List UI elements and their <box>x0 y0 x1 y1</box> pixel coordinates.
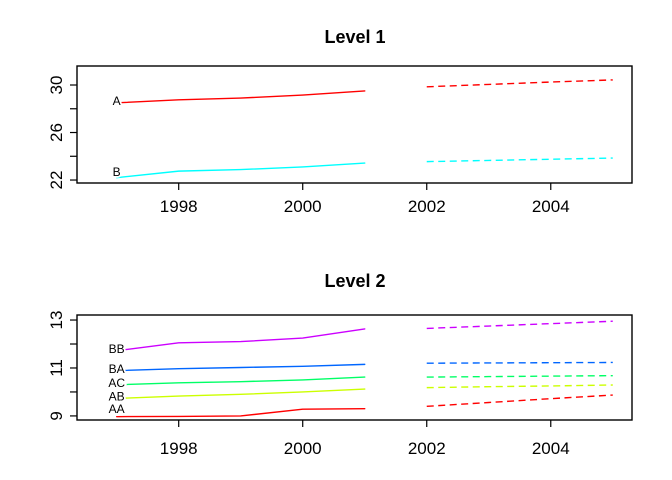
series-label-B: B <box>113 165 121 179</box>
series-line-A-historical <box>115 90 366 104</box>
plot-box <box>76 65 633 184</box>
x-axis-tick-label: 2002 <box>408 197 446 216</box>
series-line-B-forecast <box>426 157 613 163</box>
y-axis-tick-label: 26 <box>47 123 66 142</box>
x-axis-tick-label: 2000 <box>284 439 322 458</box>
x-axis-tick-label: 2002 <box>408 439 446 458</box>
series-line-AB-historical <box>115 388 366 400</box>
x-axis-tick-label: 2004 <box>532 197 570 216</box>
series-line-AC-historical <box>115 376 366 386</box>
series-line-BA-forecast <box>426 361 613 364</box>
series-line-B-historical <box>115 162 366 179</box>
series-line-AB-forecast <box>426 384 613 389</box>
y-axis-tick-label: 11 <box>47 359 66 377</box>
y-axis-tick-label: 13 <box>47 311 66 330</box>
series-label-AC: AC <box>108 376 125 390</box>
series-line-AC-forecast <box>426 374 613 378</box>
series-line-A-forecast <box>426 79 613 88</box>
series-line-BA-historical <box>115 363 366 372</box>
y-axis-tick-label: 30 <box>47 76 66 95</box>
x-axis-tick-label: 2004 <box>532 439 570 458</box>
x-axis-tick-label: 1998 <box>160 439 198 458</box>
series-line-BB-forecast <box>426 320 613 330</box>
y-axis-tick-label: 9 <box>47 411 66 420</box>
x-axis-tick-label: 1998 <box>160 197 198 216</box>
series-line-AA-historical <box>115 408 366 418</box>
series-label-BA: BA <box>109 362 125 376</box>
series-label-BB: BB <box>109 342 125 356</box>
y-axis-tick-label: 22 <box>47 171 66 190</box>
x-axis-tick-label: 2000 <box>284 197 322 216</box>
panel-2-title: Level 2 <box>324 271 386 291</box>
series-line-BB-historical <box>115 328 366 352</box>
series-label-AB: AB <box>109 390 125 404</box>
series-label-A: A <box>113 94 121 108</box>
panel-1-title: Level 1 <box>324 27 386 47</box>
series-line-AA-forecast <box>426 394 613 408</box>
series-label-AA: AA <box>109 402 125 416</box>
